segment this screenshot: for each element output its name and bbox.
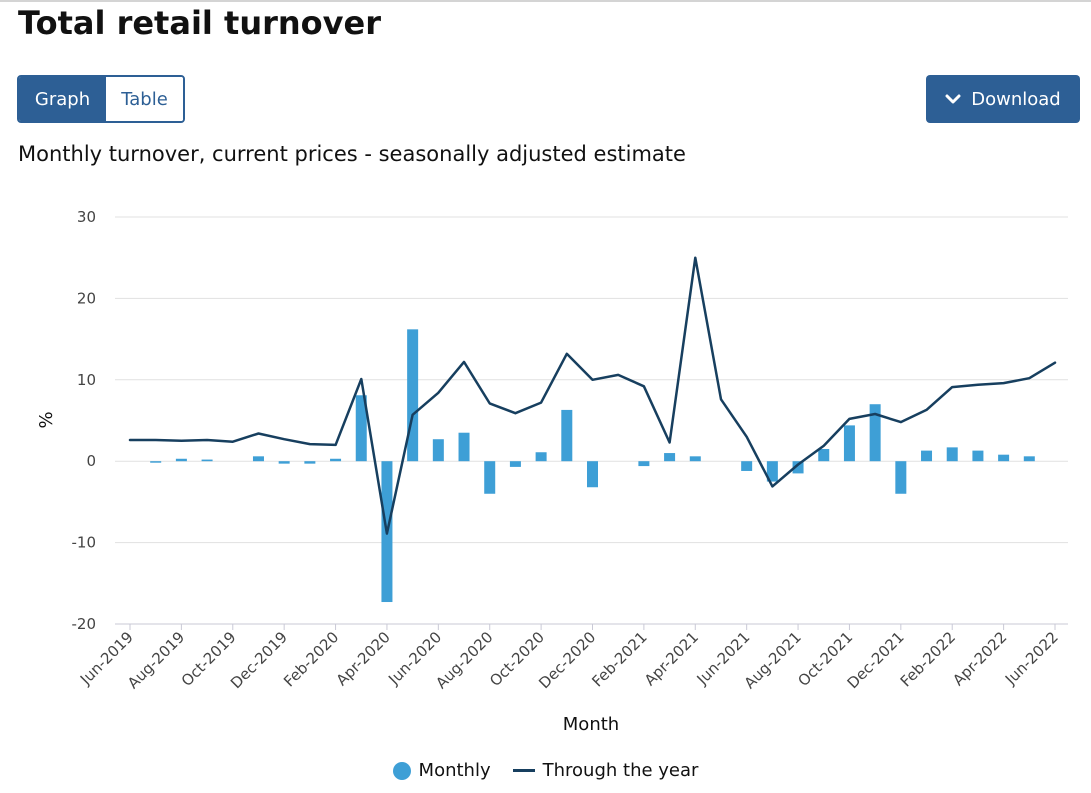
bar-monthly <box>1023 456 1035 462</box>
bar-monthly <box>330 458 342 462</box>
bar-monthly <box>818 448 830 462</box>
x-tick-label: Feb-2022 <box>897 628 959 690</box>
bar-monthly <box>150 461 162 463</box>
x-tick-label: Feb-2020 <box>280 628 342 690</box>
legend-swatch-monthly <box>392 761 411 780</box>
bar-monthly <box>432 439 444 462</box>
legend-item-through-the-year[interactable]: Through the year <box>512 760 699 781</box>
bar-monthly <box>689 456 701 462</box>
y-tick-label: 30 <box>77 208 96 226</box>
y-axis-label: % <box>36 411 57 428</box>
bar-monthly <box>252 456 264 462</box>
x-tick-label: Feb-2021 <box>588 628 650 690</box>
chevron-down-icon <box>945 93 961 105</box>
y-tick-label: 0 <box>86 452 96 470</box>
bar-monthly <box>638 461 650 467</box>
legend-label-monthly: Monthly <box>418 760 491 781</box>
x-tick-label: Apr-2020 <box>333 628 394 689</box>
bar-monthly <box>304 461 316 464</box>
chart-title: Monthly turnover, current prices - seaso… <box>18 142 686 166</box>
legend-item-monthly[interactable]: Monthly <box>392 760 491 781</box>
line-through-the-year <box>128 256 1057 535</box>
x-tick-label: Apr-2021 <box>641 628 702 689</box>
bar-monthly <box>998 454 1010 462</box>
y-tick-label: -20 <box>72 615 97 633</box>
download-button[interactable]: Download <box>926 75 1080 123</box>
x-tick-label: Jun-2022 <box>1001 628 1062 689</box>
bar-monthly <box>869 404 881 462</box>
y-tick-label: 20 <box>77 289 96 307</box>
bar-monthly <box>175 458 187 462</box>
bar-monthly <box>895 461 907 494</box>
bar-monthly <box>792 461 804 474</box>
bar-monthly <box>561 409 573 462</box>
y-tick-label: -10 <box>72 534 97 552</box>
download-label: Download <box>971 88 1061 110</box>
bar-monthly <box>458 432 470 462</box>
bar-monthly <box>278 461 290 464</box>
chart: 3020100-10-20%Jun-2019Aug-2019Oct-2019De… <box>36 208 1068 735</box>
bar-monthly <box>201 459 213 462</box>
bar-monthly <box>921 450 933 462</box>
page-title: Total retail turnover <box>18 4 381 42</box>
x-axis-label: Month <box>563 714 619 735</box>
legend-label-through-the-year: Through the year <box>542 760 699 781</box>
bar-monthly <box>587 461 598 488</box>
bar-monthly <box>484 461 496 494</box>
x-tick-label: Dec-2021 <box>844 628 908 692</box>
x-tick-label: Apr-2022 <box>949 628 1010 689</box>
table-tab[interactable]: Table <box>106 77 183 121</box>
bar-monthly <box>766 461 778 482</box>
bar-monthly <box>535 452 547 462</box>
bar-monthly <box>946 447 958 462</box>
bar-monthly <box>843 425 855 462</box>
graph-tab[interactable]: Graph <box>19 77 106 121</box>
chart-legend: Monthly Through the year <box>0 760 1091 781</box>
bar-monthly <box>741 461 753 471</box>
bar-monthly <box>407 329 419 462</box>
bar-monthly <box>509 461 521 467</box>
legend-swatch-through-the-year <box>512 769 535 772</box>
x-tick-label: Dec-2020 <box>535 628 599 692</box>
bar-monthly <box>355 395 367 462</box>
x-tick-label: Dec-2019 <box>227 628 291 692</box>
bar-monthly <box>664 453 676 462</box>
y-tick-label: 10 <box>77 371 96 389</box>
view-toggle: Graph Table <box>17 75 185 123</box>
bar-monthly <box>972 450 984 462</box>
top-divider <box>0 0 1091 2</box>
